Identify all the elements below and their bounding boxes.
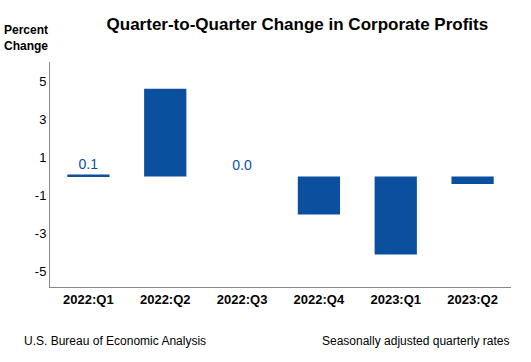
svg-text:-1: -1 — [35, 188, 47, 203]
svg-text:2022:Q4: 2022:Q4 — [294, 292, 345, 307]
svg-text:0.0: 0.0 — [232, 157, 252, 173]
svg-text:Seasonally adjusted quarterly: Seasonally adjusted quarterly rates — [322, 334, 509, 348]
svg-text:PercentChange: PercentChange — [4, 23, 48, 53]
svg-text:-5: -5 — [35, 264, 47, 279]
svg-text:2022:Q2: 2022:Q2 — [140, 292, 191, 307]
svg-text:0.1: 0.1 — [79, 156, 99, 172]
svg-text:2023:Q1: 2023:Q1 — [370, 292, 421, 307]
svg-text:2022:Q3: 2022:Q3 — [217, 292, 268, 307]
svg-text:Quarter-to-Quarter Change in C: Quarter-to-Quarter Change in Corporate P… — [107, 15, 489, 34]
svg-text:U.S. Bureau of Economic Analys: U.S. Bureau of Economic Analysis — [24, 334, 206, 348]
svg-text:5: 5 — [39, 74, 46, 89]
svg-text:-3: -3 — [35, 226, 47, 241]
svg-text:2022:Q1: 2022:Q1 — [63, 292, 114, 307]
svg-text:3: 3 — [39, 112, 46, 127]
svg-text:2023:Q2: 2023:Q2 — [447, 292, 498, 307]
svg-text:1: 1 — [39, 150, 46, 165]
